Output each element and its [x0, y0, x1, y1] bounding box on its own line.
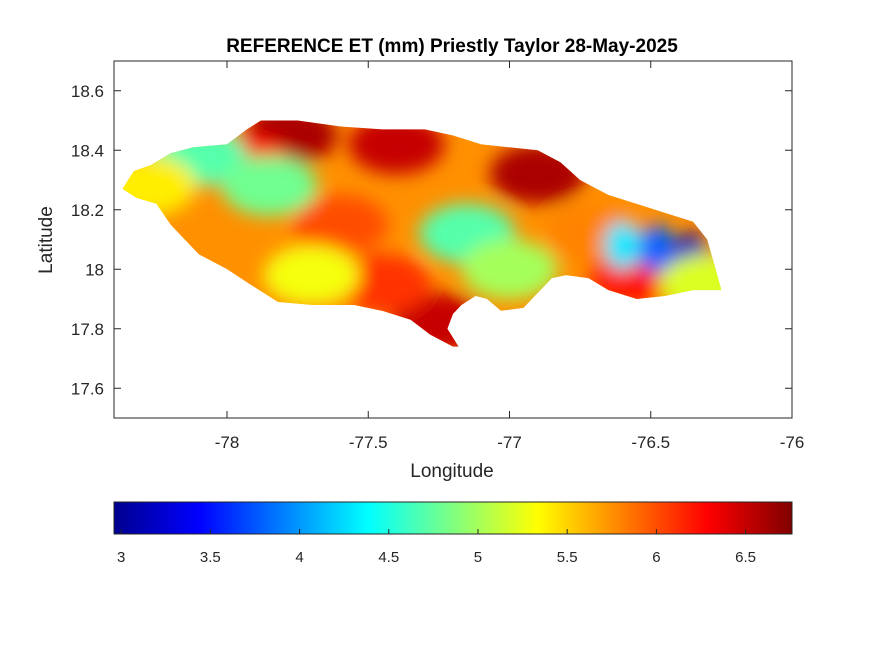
et-zone	[221, 155, 318, 216]
y-axis: 17.6 17.8 18 18.2 18.4 18.6	[71, 82, 792, 398]
colorbar-tick-label: 3	[117, 549, 125, 566]
et-zone	[263, 245, 360, 306]
y-tick-label: 18.2	[71, 201, 104, 220]
colorbar-tick-label: 4	[295, 549, 303, 566]
x-tick-label: -77	[497, 433, 522, 452]
x-axis: -78 -77.5 -77 -76.5 -76	[215, 61, 805, 452]
y-axis-title: Latitude	[36, 206, 57, 274]
colorbar	[113, 501, 793, 535]
x-axis-title: Longitude	[410, 461, 493, 482]
colorbar-ticks: 3 3.5 4 4.5 5 5.5 6 6.5	[117, 529, 756, 566]
et-zone	[461, 239, 558, 300]
y-tick-label: 17.6	[71, 379, 104, 398]
colorbar-tick-label: 6.5	[735, 549, 756, 566]
y-tick-label: 18	[85, 260, 104, 279]
colorbar-tick-label: 3.5	[200, 549, 221, 566]
x-tick-label: -76	[780, 433, 805, 452]
colorbar-tick-label: 4.5	[378, 549, 399, 566]
y-tick-label: 17.8	[71, 320, 104, 339]
colorbar-tick-label: 5	[474, 549, 482, 566]
colorbar-tick-label: 5.5	[557, 549, 578, 566]
x-tick-label: -77.5	[349, 433, 388, 452]
y-tick-label: 18.6	[71, 82, 104, 101]
plot-title: REFERENCE ET (mm) Priestly Taylor 28-May…	[226, 36, 678, 57]
colorbar-tick-label: 6	[652, 549, 660, 566]
et-zone	[638, 224, 675, 273]
x-tick-label: -78	[215, 433, 240, 452]
x-tick-label: -76.5	[631, 433, 670, 452]
et-zone	[604, 221, 641, 270]
y-tick-label: 18.4	[71, 141, 104, 160]
et-zone	[292, 194, 388, 255]
